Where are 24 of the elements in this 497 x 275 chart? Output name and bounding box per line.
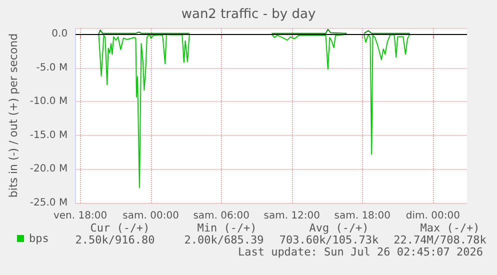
chart-title: wan2 traffic - by day bbox=[181, 7, 316, 22]
y-tick-label: -15.0 M bbox=[30, 130, 68, 141]
text: Max (-/+) bbox=[420, 222, 480, 234]
text: Last update: Sun Jul 26 02:45:07 2026 bbox=[238, 246, 483, 258]
x-tick-label: ven. 18:00 bbox=[53, 210, 108, 222]
y-tick-label: -5.0 M bbox=[36, 62, 68, 74]
x-tick-label: sam. 06:00 bbox=[193, 210, 250, 222]
x-tick-label: sam. 12:00 bbox=[264, 210, 320, 222]
x-tick-label: sam. 18:00 bbox=[334, 210, 391, 222]
text: Min (-/+) bbox=[197, 222, 257, 234]
text: 2.00k/685.39 bbox=[184, 234, 264, 246]
legend-label: bps bbox=[29, 232, 49, 245]
text: Cur (-/+) bbox=[90, 222, 150, 234]
y-tick-label: -20.0 M bbox=[30, 164, 68, 175]
x-tick-label: sam. 00:00 bbox=[122, 210, 179, 222]
text: 703.60k/105.73k bbox=[279, 234, 380, 246]
text: 2.50k/916.80 bbox=[75, 234, 155, 246]
x-tick-label: dim. 00:00 bbox=[406, 210, 460, 222]
y-tick-label: -10.0 M bbox=[30, 96, 68, 108]
text: 22.74M/708.78k bbox=[394, 234, 487, 246]
y-tick-label: 0.0 bbox=[52, 28, 68, 40]
y-tick-label: -25.0 M bbox=[30, 198, 68, 208]
y-axis-title: bits in (-) / out (+) per second bbox=[7, 33, 20, 198]
text: Avg (-/+) bbox=[309, 222, 369, 234]
